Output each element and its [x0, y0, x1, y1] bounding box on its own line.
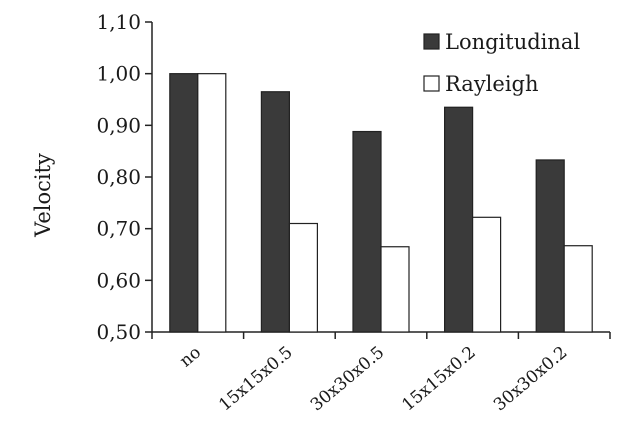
y-tick-label: 1,10: [96, 10, 141, 34]
y-axis-title: Velocity: [31, 153, 55, 238]
bar-rayleigh-2: [380, 246, 410, 333]
bars: [169, 73, 593, 333]
y-tick-label: 1,00: [96, 62, 141, 86]
x-tick-label: 30x30x0.2: [490, 343, 571, 416]
y-tick-label: 0,80: [96, 165, 141, 189]
bar-longitudinal-4: [535, 159, 565, 333]
legend-swatch-rayleigh: [423, 75, 440, 92]
x-tick-label: 15x15x0.2: [398, 343, 479, 416]
legend-label-longitudinal: Longitudinal: [445, 30, 580, 54]
y-tick-label: 0,70: [96, 217, 141, 241]
x-axis: no 15x15x0.5 30x30x0.5 15x15x0.2 30x30x0.2: [151, 331, 611, 416]
x-tick-label: no: [176, 343, 205, 372]
bar-longitudinal-0: [169, 73, 199, 333]
bar-rayleigh-0: [197, 73, 227, 333]
x-tick-label: 30x30x0.5: [307, 343, 388, 416]
bar-rayleigh-4: [563, 245, 593, 333]
bar-longitudinal-3: [444, 106, 474, 333]
y-tick-label: 0,50: [96, 320, 141, 344]
bar-longitudinal-1: [260, 91, 290, 333]
bar-rayleigh-1: [288, 222, 318, 333]
bar-rayleigh-3: [472, 216, 502, 333]
legend-label-rayleigh: Rayleigh: [445, 72, 539, 96]
x-tick-label: 15x15x0.5: [215, 343, 296, 416]
legend-swatch-longitudinal: [423, 33, 440, 50]
y-tick-label: 0,90: [96, 113, 141, 137]
bar-longitudinal-2: [352, 130, 382, 333]
legend: Longitudinal Rayleigh: [423, 30, 580, 96]
y-axis: 0,50 0,60 0,70 0,80 0,90 1,00 1,10: [96, 10, 153, 344]
y-tick-label: 0,60: [96, 268, 141, 292]
